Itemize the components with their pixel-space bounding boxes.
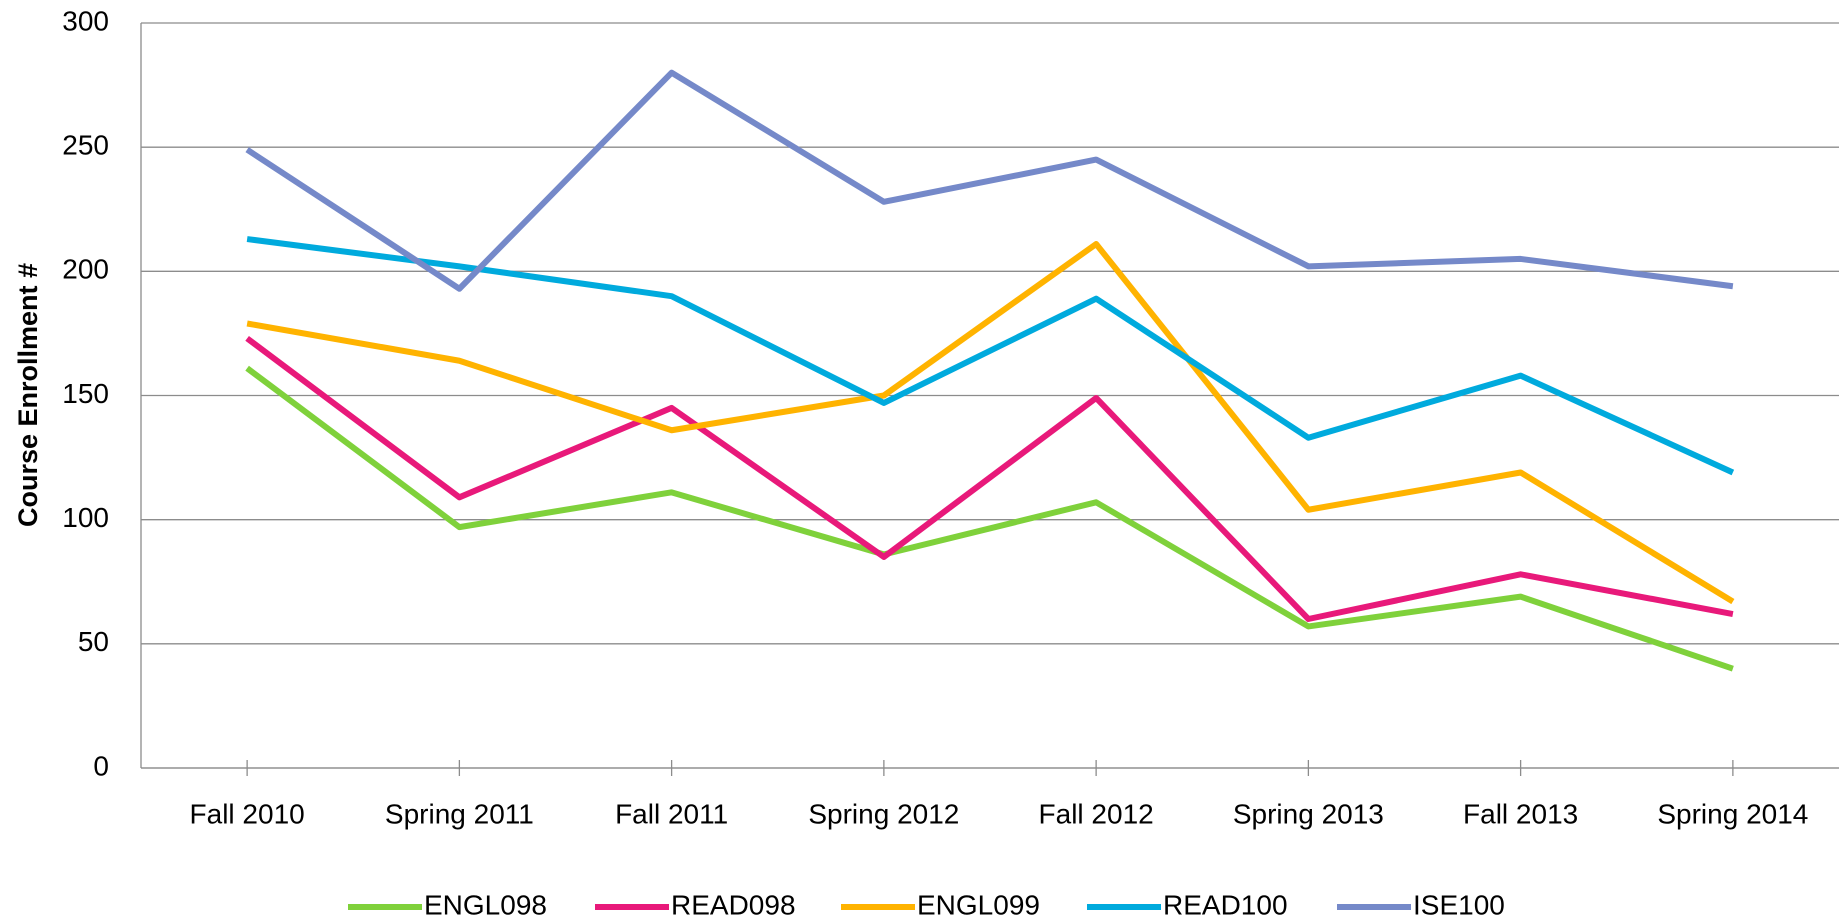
series-line [245, 335, 1734, 622]
y-axis-label: Course Enrollment # [13, 263, 43, 527]
series-line [246, 236, 1735, 476]
y-tick-label: 150 [62, 378, 109, 409]
x-tick-label: Spring 2014 [1657, 798, 1808, 829]
legend-label: ISE100 [1413, 889, 1505, 920]
legend-label: ENGL098 [424, 889, 547, 920]
x-tick-label: Fall 2010 [190, 798, 305, 829]
x-tick-label: Fall 2013 [1463, 798, 1578, 829]
x-tick-label: Fall 2012 [1039, 798, 1154, 829]
series-line [245, 69, 1734, 292]
y-tick-label: 200 [62, 254, 109, 285]
x-tick-label: Fall 2011 [615, 798, 728, 829]
y-tick-label: 100 [62, 502, 109, 533]
x-tick-label: Spring 2012 [808, 798, 959, 829]
x-tick-label: Spring 2011 [385, 798, 534, 829]
y-tick-label: 50 [78, 626, 109, 657]
y-tick-label: 250 [62, 130, 109, 161]
series-line [246, 241, 1735, 605]
legend-label: READ098 [671, 889, 796, 920]
x-tick-label: Spring 2013 [1233, 798, 1384, 829]
y-tick-label: 300 [62, 5, 109, 36]
legend-label: READ100 [1163, 889, 1288, 920]
series-line [245, 365, 1734, 672]
y-tick-label: 0 [93, 750, 109, 781]
legend-label: ENGL099 [917, 889, 1040, 920]
